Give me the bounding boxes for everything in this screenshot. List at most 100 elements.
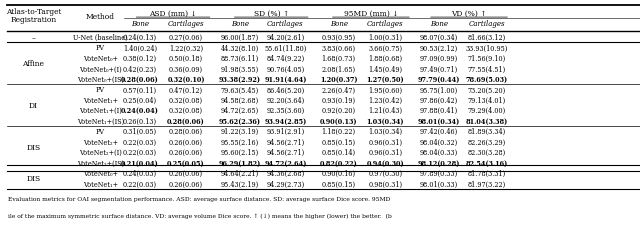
- Text: Bone: Bone: [330, 20, 348, 28]
- Text: 1.88(0.68): 1.88(0.68): [369, 55, 403, 63]
- Text: 2.26(0.47): 2.26(0.47): [321, 86, 356, 94]
- Text: 97.86(0.42): 97.86(0.42): [420, 96, 458, 104]
- Text: 98.04(0.33): 98.04(0.33): [420, 148, 458, 157]
- Text: 95.60(2.15): 95.60(2.15): [221, 148, 259, 157]
- Text: 0.32(0.08): 0.32(0.08): [169, 107, 203, 115]
- Text: Atlas-to-Target: Atlas-to-Target: [6, 8, 61, 16]
- Text: Affine: Affine: [22, 60, 44, 68]
- Text: 0.38(0.12): 0.38(0.12): [123, 55, 157, 63]
- Text: 73.20(5.20): 73.20(5.20): [468, 86, 506, 94]
- Text: 1.20(0.37): 1.20(0.37): [320, 76, 357, 83]
- Text: 0.85(0.15): 0.85(0.15): [321, 138, 356, 146]
- Text: 44.32(8.10): 44.32(8.10): [221, 44, 259, 52]
- Text: 98.07(0.34): 98.07(0.34): [420, 34, 458, 42]
- Text: 81.04(3.38): 81.04(3.38): [466, 117, 508, 125]
- Text: 96.00(1.87): 96.00(1.87): [221, 34, 259, 42]
- Text: –: –: [31, 34, 35, 42]
- Text: 84.74(9.22): 84.74(9.22): [266, 55, 305, 63]
- Text: VoteNet₂+: VoteNet₂+: [83, 138, 118, 146]
- Text: ile of the maximum symmetric surface distance. VD: average volume Dice score. ↑ : ile of the maximum symmetric surface dis…: [8, 213, 392, 218]
- Text: 71.56(9.10): 71.56(9.10): [468, 55, 506, 63]
- Text: 94.29(2.73): 94.29(2.73): [266, 180, 305, 188]
- Text: SD (%) ↑: SD (%) ↑: [253, 9, 289, 18]
- Text: 93.94(2.85): 93.94(2.85): [264, 117, 307, 125]
- Text: DIS: DIS: [26, 175, 40, 182]
- Text: 94.56(2.71): 94.56(2.71): [266, 138, 305, 146]
- Text: 0.21(0.04): 0.21(0.04): [121, 159, 159, 167]
- Text: 3.66(0.75): 3.66(0.75): [369, 44, 403, 52]
- Text: 79.63(5.45): 79.63(5.45): [221, 86, 259, 94]
- Text: 1.22(0.32): 1.22(0.32): [169, 44, 203, 52]
- Text: 0.98(0.31): 0.98(0.31): [369, 180, 403, 188]
- Text: VoteNet₁+(I): VoteNet₁+(I): [79, 107, 122, 115]
- Text: 2.08(1.65): 2.08(1.65): [321, 65, 356, 73]
- Text: 98.04(0.32): 98.04(0.32): [420, 138, 458, 146]
- Text: DIS: DIS: [26, 143, 40, 151]
- Text: 79.29(4.00): 79.29(4.00): [468, 107, 506, 115]
- Text: 94.72(2.65): 94.72(2.65): [221, 107, 259, 115]
- Text: Registration: Registration: [10, 16, 56, 24]
- Text: 0.97(0.30): 0.97(0.30): [369, 169, 403, 177]
- Text: Cartilages: Cartilages: [168, 20, 204, 28]
- Text: 97.89(0.33): 97.89(0.33): [420, 169, 458, 177]
- Text: VoteNet₀+: VoteNet₀+: [83, 55, 118, 63]
- Text: Cartilages: Cartilages: [468, 20, 505, 28]
- Text: 0.24(0.03): 0.24(0.03): [123, 169, 157, 177]
- Text: 0.26(0.06): 0.26(0.06): [169, 148, 203, 157]
- Text: 95MD (mm) ↓: 95MD (mm) ↓: [344, 9, 398, 18]
- Text: 0.28(0.06): 0.28(0.06): [169, 128, 203, 136]
- Text: 79.13(4.01): 79.13(4.01): [468, 96, 506, 104]
- Text: 0.25(0.04): 0.25(0.04): [123, 96, 157, 104]
- Text: 94.58(2.68): 94.58(2.68): [221, 96, 259, 104]
- Text: 1.00(0.31): 1.00(0.31): [369, 34, 403, 42]
- Text: 1.27(0.50): 1.27(0.50): [367, 76, 404, 83]
- Text: 0.92(0.20): 0.92(0.20): [321, 107, 356, 115]
- Text: 0.26(0.06): 0.26(0.06): [169, 138, 203, 146]
- Text: 0.32(0.10): 0.32(0.10): [167, 76, 205, 83]
- Text: 81.66(3.12): 81.66(3.12): [468, 34, 506, 42]
- Text: PV: PV: [96, 128, 105, 136]
- Text: 1.03(0.34): 1.03(0.34): [367, 117, 404, 125]
- Text: 0.90(0.13): 0.90(0.13): [320, 117, 357, 125]
- Text: 81.78(3.31): 81.78(3.31): [468, 169, 506, 177]
- Text: 0.93(0.19): 0.93(0.19): [321, 96, 356, 104]
- Text: VoteNet₁+: VoteNet₁+: [83, 180, 118, 188]
- Text: 1.03(0.34): 1.03(0.34): [369, 128, 403, 136]
- Text: 97.79(0.44): 97.79(0.44): [417, 76, 460, 83]
- Text: 1.40(0.24): 1.40(0.24): [123, 44, 157, 52]
- Text: 0.94(0.30): 0.94(0.30): [367, 159, 404, 167]
- Text: 0.24(0.04): 0.24(0.04): [121, 107, 159, 115]
- Text: 0.96(0.31): 0.96(0.31): [369, 138, 403, 146]
- Text: 98.01(0.34): 98.01(0.34): [417, 117, 460, 125]
- Text: 1.18(0.22): 1.18(0.22): [321, 128, 356, 136]
- Text: 0.24(0.13): 0.24(0.13): [123, 34, 157, 42]
- Text: VoteNet₀+(I): VoteNet₀+(I): [79, 65, 122, 73]
- Text: VoteNet₁+: VoteNet₁+: [83, 96, 118, 104]
- Text: 94.36(2.68): 94.36(2.68): [266, 169, 305, 177]
- Text: 97.42(0.46): 97.42(0.46): [420, 128, 458, 136]
- Text: 82.30(3.28): 82.30(3.28): [468, 148, 506, 157]
- Text: 0.32(0.08): 0.32(0.08): [169, 96, 203, 104]
- Text: 0.85(0.15): 0.85(0.15): [321, 180, 356, 188]
- Text: 98.12(0.28): 98.12(0.28): [417, 159, 460, 167]
- Text: 92.35(3.60): 92.35(3.60): [266, 107, 305, 115]
- Text: 95.75(1.00): 95.75(1.00): [420, 86, 458, 94]
- Text: 1.21(0.43): 1.21(0.43): [369, 107, 403, 115]
- Text: VoteNet₂+(IS): VoteNet₂+(IS): [77, 159, 124, 167]
- Text: 81.89(3.34): 81.89(3.34): [468, 128, 506, 136]
- Text: 0.47(0.12): 0.47(0.12): [169, 86, 203, 94]
- Text: VoteNet₀+(IS): VoteNet₀+(IS): [77, 76, 124, 83]
- Text: Cartilages: Cartilages: [267, 20, 304, 28]
- Text: 1.68(0.73): 1.68(0.73): [321, 55, 356, 63]
- Text: DI: DI: [29, 102, 38, 110]
- Text: 0.90(0.16): 0.90(0.16): [321, 169, 356, 177]
- Text: 88.73(6.11): 88.73(6.11): [221, 55, 259, 63]
- Text: 0.26(0.06): 0.26(0.06): [169, 169, 203, 177]
- Text: Cartilages: Cartilages: [367, 20, 404, 28]
- Text: 77.55(4.51): 77.55(4.51): [468, 65, 506, 73]
- Text: 94.20(2.61): 94.20(2.61): [266, 34, 305, 42]
- Text: VoteNet₂+(I): VoteNet₂+(I): [79, 148, 122, 157]
- Text: 0.28(0.06): 0.28(0.06): [167, 117, 205, 125]
- Text: 97.49(0.71): 97.49(0.71): [420, 65, 458, 73]
- Text: 95.55(2.16): 95.55(2.16): [221, 138, 259, 146]
